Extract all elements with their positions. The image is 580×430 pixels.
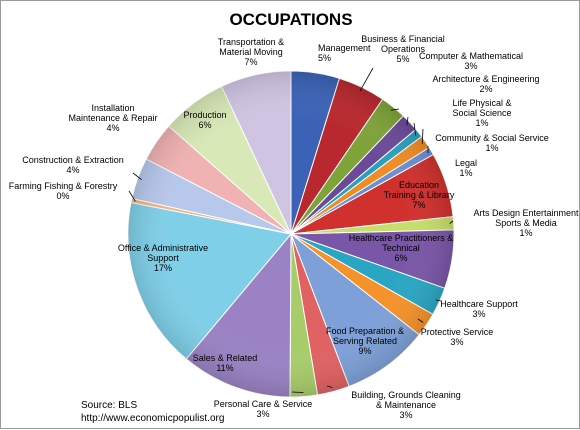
chart-title: OCCUPATIONS (229, 10, 352, 29)
leader-line (360, 68, 373, 91)
source-label: Source: BLS (81, 400, 137, 411)
source-url: http://www.economicpopulist.org (81, 413, 224, 424)
leader-line (292, 392, 304, 393)
